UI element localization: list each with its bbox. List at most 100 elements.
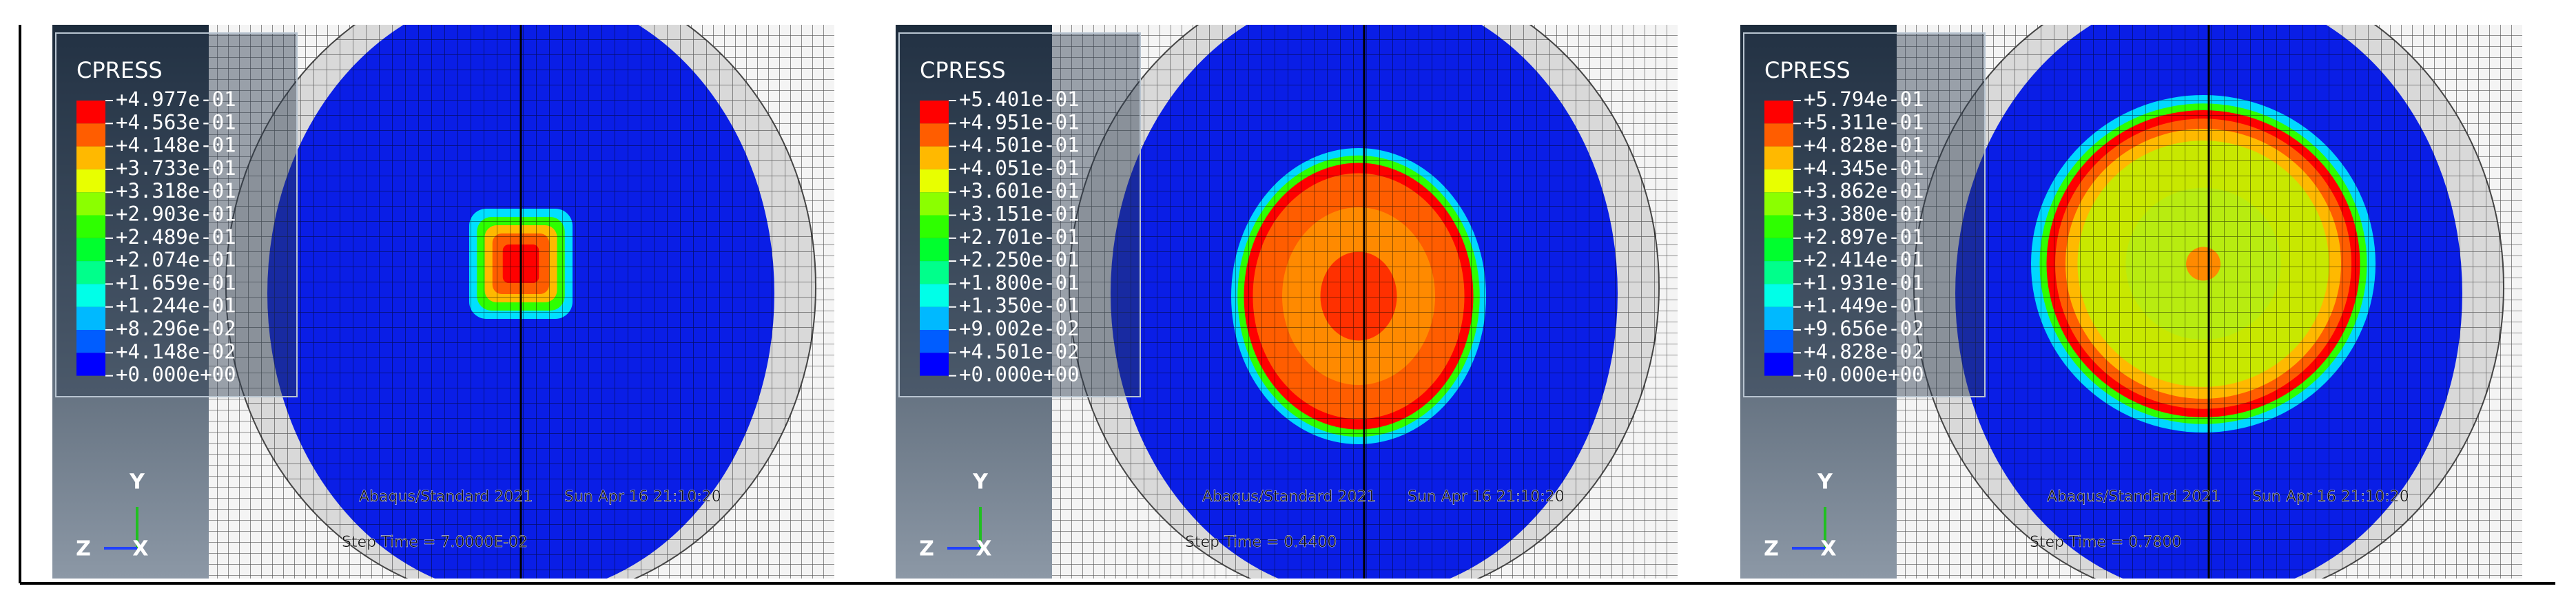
legend-swatch — [76, 146, 105, 169]
legend-label: +0.000e+00 — [1804, 363, 1924, 386]
viewport: CPRESS +4.977e-01+4.563e-01+4.148e-01+3.7… — [52, 25, 834, 579]
legend-swatch — [920, 169, 949, 193]
legend-swatch — [1764, 169, 1793, 193]
info-text: Abaqus/Standard 2021 — [1202, 488, 1376, 506]
legend-title: CPRESS — [920, 57, 1006, 83]
legend-swatch — [920, 330, 949, 353]
legend-label: +3.318e-01 — [116, 179, 236, 202]
info-text: Step Time = 0.7800 — [2030, 534, 2181, 551]
legend-label: +9.656e-02 — [1804, 317, 1924, 340]
legend-swatch — [920, 284, 949, 307]
legend-label: +4.977e-01 — [116, 87, 236, 111]
legend-label: +1.449e-01 — [1804, 294, 1924, 317]
legend-swatch — [1764, 238, 1793, 262]
legend-swatch — [76, 192, 105, 216]
legend-swatch — [76, 261, 105, 284]
legend-swatch — [1764, 353, 1793, 376]
legend-swatch — [920, 353, 949, 376]
info-text: Step Time = 7.0000E-02 — [342, 534, 528, 551]
axis-label: Z — [1764, 537, 1779, 561]
legend-label: +4.951e-01 — [959, 110, 1080, 134]
legend-label: +8.296e-02 — [116, 317, 236, 340]
viewport: CPRESS +5.794e-01+5.311e-01+4.828e-01+4.3… — [1740, 25, 2522, 579]
legend-title: CPRESS — [1764, 57, 1851, 83]
info-text: Step Time = 0.4400 — [1185, 534, 1337, 551]
legend-label: +4.828e-01 — [1804, 134, 1924, 157]
legend-label: +5.794e-01 — [1804, 87, 1924, 111]
legend-label: +0.000e+00 — [959, 363, 1080, 386]
info-text: Sun Apr 16 21:10:20 — [2252, 488, 2409, 506]
legend-swatch — [1764, 192, 1793, 216]
legend-label: +3.380e-01 — [1804, 202, 1924, 226]
legend-label: +5.401e-01 — [959, 87, 1080, 111]
legend-label: +4.501e-01 — [959, 134, 1080, 157]
legend-label: +4.563e-01 — [116, 110, 236, 134]
legend-title: CPRESS — [76, 57, 163, 83]
axis-label: Z — [76, 537, 91, 561]
legend-swatch — [76, 101, 105, 124]
legend-swatch — [920, 238, 949, 262]
axis-label: X — [132, 537, 148, 561]
legend-label: +4.345e-01 — [1804, 156, 1924, 180]
legend-swatch — [1764, 330, 1793, 353]
legend-label: +3.601e-01 — [959, 179, 1080, 202]
legend-label: +4.148e-01 — [116, 134, 236, 157]
axis-label: Y — [1817, 470, 1833, 494]
legend-swatch — [1764, 284, 1793, 307]
legend-swatch — [1764, 101, 1793, 124]
legend-swatch — [76, 353, 105, 376]
legend-label: +3.151e-01 — [959, 202, 1080, 226]
legend-swatch — [76, 123, 105, 147]
info-text: Abaqus/Standard 2021 — [2047, 488, 2220, 506]
legend-swatch — [920, 101, 949, 124]
legend-label: +1.800e-01 — [959, 271, 1080, 294]
info-text: Sun Apr 16 21:10:20 — [1408, 488, 1565, 506]
legend-swatch — [76, 284, 105, 307]
axis-label: Z — [919, 537, 934, 561]
legend-swatch — [1764, 146, 1793, 169]
legend-swatch — [920, 192, 949, 216]
axis-label: X — [1820, 537, 1836, 561]
legend-swatch — [1764, 215, 1793, 238]
legend-label: +5.311e-01 — [1804, 110, 1924, 134]
legend-swatch — [920, 146, 949, 169]
legend-swatch — [1764, 306, 1793, 330]
info-text: Sun Apr 16 21:10:20 — [564, 488, 721, 506]
legend-label: +3.733e-01 — [116, 156, 236, 180]
legend-label: +2.489e-01 — [116, 225, 236, 249]
legend-swatch — [76, 306, 105, 330]
axis-label: Y — [129, 470, 145, 494]
legend-swatch — [76, 169, 105, 193]
axis-label: Y — [972, 470, 989, 494]
legend-label: +4.148e-02 — [116, 340, 236, 363]
legend-label: +4.501e-02 — [959, 340, 1080, 363]
viewport: CPRESS +5.401e-01+4.951e-01+4.501e-01+4.0… — [896, 25, 1678, 579]
legend-label: +2.903e-01 — [116, 202, 236, 226]
legend-label: +0.000e+00 — [116, 363, 236, 386]
legend-label: +2.074e-01 — [116, 248, 236, 271]
legend-label: +9.002e-02 — [959, 317, 1080, 340]
legend-label: +1.244e-01 — [116, 294, 236, 317]
legend-swatch — [920, 306, 949, 330]
legend-label: +1.350e-01 — [959, 294, 1080, 317]
legend-label: +2.701e-01 — [959, 225, 1080, 249]
legend-label: +2.414e-01 — [1804, 248, 1924, 271]
legend-label: +4.828e-02 — [1804, 340, 1924, 363]
legend-label: +4.051e-01 — [959, 156, 1080, 180]
legend-label: +1.931e-01 — [1804, 271, 1924, 294]
legend-swatch — [920, 123, 949, 147]
legend-swatch — [1764, 261, 1793, 284]
info-text: Abaqus/Standard 2021 — [359, 488, 533, 506]
legend-label: +3.862e-01 — [1804, 179, 1924, 202]
legend-swatch — [76, 215, 105, 238]
legend-label: +2.897e-01 — [1804, 225, 1924, 249]
axis-label: X — [976, 537, 991, 561]
legend-label: +1.659e-01 — [116, 271, 236, 294]
legend-swatch — [76, 330, 105, 353]
legend-swatch — [920, 215, 949, 238]
legend-swatch — [76, 238, 105, 262]
legend-label: +2.250e-01 — [959, 248, 1080, 271]
legend-swatch — [1764, 123, 1793, 147]
